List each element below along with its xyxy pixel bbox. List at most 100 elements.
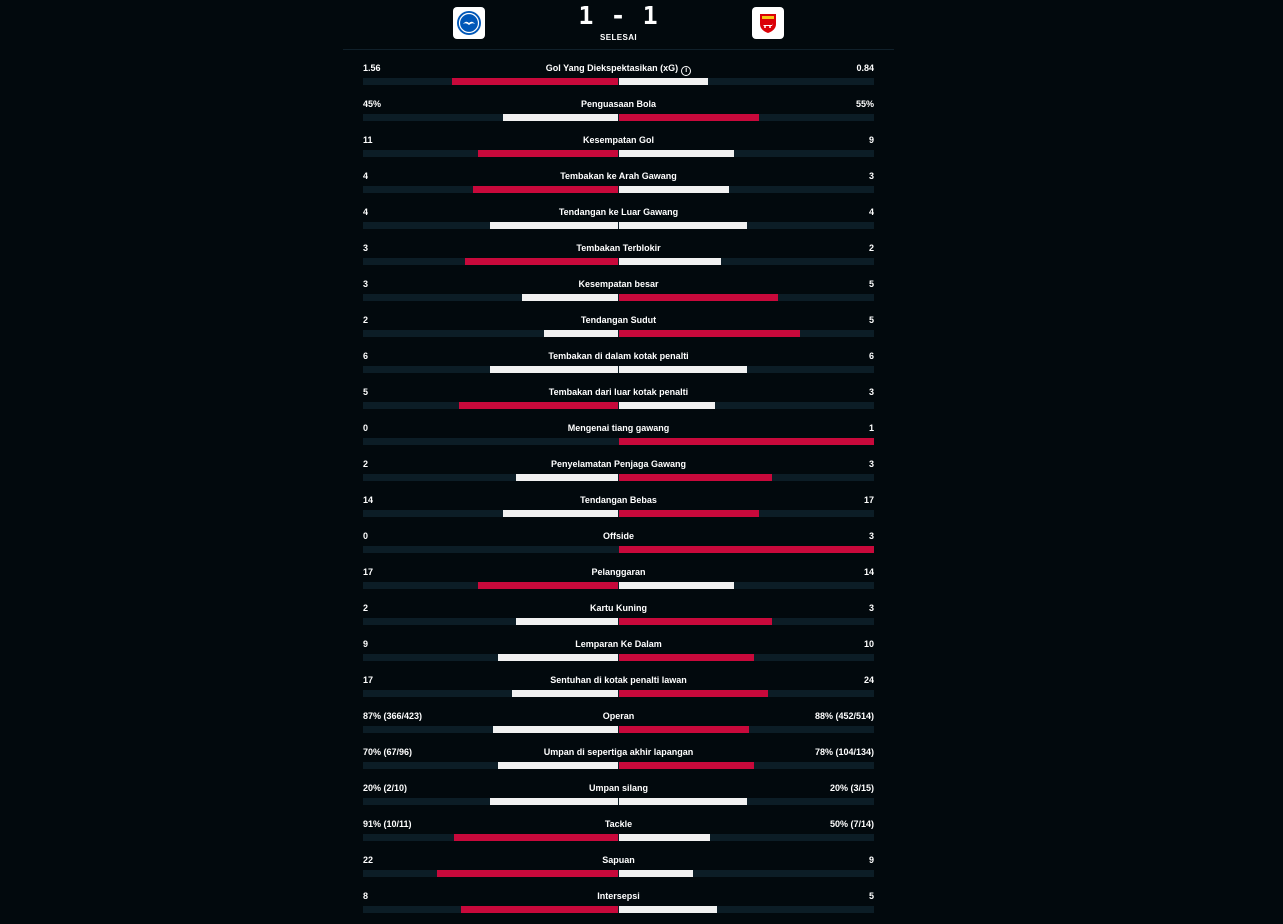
stat-row: 2 Kartu Kuning 3 (363, 602, 874, 638)
stat-label: Pelanggaran (363, 566, 874, 579)
home-stat-value: 2 (363, 315, 369, 325)
away-team-crest[interactable] (752, 7, 784, 39)
stat-bar-track (363, 582, 874, 589)
stat-bar-track (363, 474, 874, 481)
away-stat-value: 1 (868, 423, 874, 433)
stat-row: 2 Penyelamatan Penjaga Gawang 3 (363, 458, 874, 494)
away-stat-bar (619, 870, 693, 877)
away-stat-value: 3 (868, 531, 874, 541)
home-stat-value: 0 (363, 423, 369, 433)
home-stat-bar (490, 798, 618, 805)
home-stat-value: 2 (363, 603, 369, 613)
stat-label-text: Mengenai tiang gawang (567, 423, 670, 433)
stat-label: Tembakan ke Arah Gawang (363, 170, 874, 183)
home-stat-value: 3 (363, 243, 369, 253)
stat-label-text: Tendangan Bebas (580, 495, 657, 505)
stat-row: 5 Tembakan dari luar kotak penalti 3 (363, 386, 874, 422)
home-stat-bar (465, 258, 618, 265)
stat-label-text: Kesempatan Gol (582, 135, 655, 145)
away-stat-value: 5 (868, 315, 874, 325)
stat-bar-track (363, 546, 874, 553)
stat-label: Lemparan Ke Dalam (363, 638, 874, 651)
stat-label-text: Penyelamatan Penjaga Gawang (550, 459, 687, 469)
home-stat-bar (503, 510, 618, 517)
home-stat-bar (454, 834, 618, 841)
home-stat-value: 87% (366/423) (363, 711, 423, 721)
stat-row: 17 Pelanggaran 14 (363, 566, 874, 602)
home-stat-value: 8 (363, 891, 369, 901)
stat-label-text: Lemparan Ke Dalam (575, 639, 662, 649)
away-stat-value: 20% (3/15) (829, 783, 874, 793)
stat-bar-track (363, 294, 874, 301)
away-stat-value: 3 (868, 603, 874, 613)
stat-row: 20% (2/10) Umpan silang 20% (3/15) (363, 782, 874, 818)
stat-row: 8 Intersepsi 5 (363, 890, 874, 924)
home-stat-value: 14 (363, 495, 374, 505)
stat-row: 1.56 Gol Yang Diekspektasikan (xG) i 0.84 (363, 62, 874, 98)
home-stat-value: 1.56 (363, 63, 381, 73)
stat-bar-track (363, 762, 874, 769)
home-stat-bar (516, 474, 618, 481)
stat-label: Offside (363, 530, 874, 543)
stat-label: Tembakan di dalam kotak penalti (363, 350, 874, 363)
stat-label: Tendangan Bebas (363, 494, 874, 507)
stat-bar-track (363, 438, 874, 445)
stat-label: Penguasaan Bola (363, 98, 874, 111)
home-stat-bar (478, 150, 618, 157)
stat-bar-track (363, 654, 874, 661)
stat-label-text: Tembakan Terblokir (576, 243, 661, 253)
stat-row: 87% (366/423) Operan 88% (452/514) (363, 710, 874, 746)
stat-row: 45% Penguasaan Bola 55% (363, 98, 874, 134)
away-stat-bar (619, 582, 734, 589)
stat-bar-track (363, 834, 874, 841)
away-stat-value: 55% (855, 99, 874, 109)
home-stat-value: 45% (363, 99, 382, 109)
home-stat-bar (490, 222, 618, 229)
stat-label-text: Tendangan Sudut (580, 315, 657, 325)
away-stat-bar (619, 258, 721, 265)
stat-row: 3 Kesempatan besar 5 (363, 278, 874, 314)
home-stat-value: 2 (363, 459, 369, 469)
home-stat-value: 6 (363, 351, 369, 361)
home-stat-bar (512, 690, 618, 697)
home-stat-bar (478, 582, 618, 589)
stat-label-text: Sapuan (602, 855, 635, 865)
away-stat-value: 2 (868, 243, 874, 253)
stat-bar-track (363, 798, 874, 805)
stat-label: Kesempatan Gol (363, 134, 874, 147)
away-stat-bar (619, 150, 734, 157)
away-stat-bar (619, 798, 747, 805)
stat-label: Tendangan ke Luar Gawang (363, 206, 874, 219)
stat-label: Tackle (363, 818, 874, 831)
stat-label: Kartu Kuning (363, 602, 874, 615)
match-score: 1 - 1 (578, 1, 659, 30)
away-stat-value: 3 (868, 387, 874, 397)
home-stat-bar (437, 870, 618, 877)
arsenal-crest-icon (760, 14, 776, 33)
away-stat-value: 4 (868, 207, 874, 217)
stat-label-text: Tembakan dari luar kotak penalti (548, 387, 689, 397)
stat-row: 14 Tendangan Bebas 17 (363, 494, 874, 530)
stat-label-text: Offside (602, 531, 634, 541)
stat-bar-track (363, 870, 874, 877)
stat-row: 0 Mengenai tiang gawang 1 (363, 422, 874, 458)
away-stat-bar (619, 78, 708, 85)
stat-row: 9 Lemparan Ke Dalam 10 (363, 638, 874, 674)
home-stat-value: 70% (67/96) (363, 747, 413, 757)
away-stat-value: 9 (868, 135, 874, 145)
away-stat-value: 88% (452/514) (814, 711, 874, 721)
away-stat-bar (619, 186, 729, 193)
stat-label: Tembakan dari luar kotak penalti (363, 386, 874, 399)
home-stat-bar (459, 402, 618, 409)
home-team-crest[interactable] (453, 7, 485, 39)
away-stat-value: 9 (868, 855, 874, 865)
away-stat-value: 17 (863, 495, 874, 505)
home-stat-value: 9 (363, 639, 369, 649)
home-stat-value: 91% (10/11) (363, 819, 412, 829)
stat-bar-track (363, 186, 874, 193)
away-stat-bar (619, 474, 772, 481)
stat-bar-track (363, 618, 874, 625)
stat-row: 22 Sapuan 9 (363, 854, 874, 890)
info-icon[interactable]: i (681, 66, 692, 76)
home-stat-value: 3 (363, 279, 369, 289)
